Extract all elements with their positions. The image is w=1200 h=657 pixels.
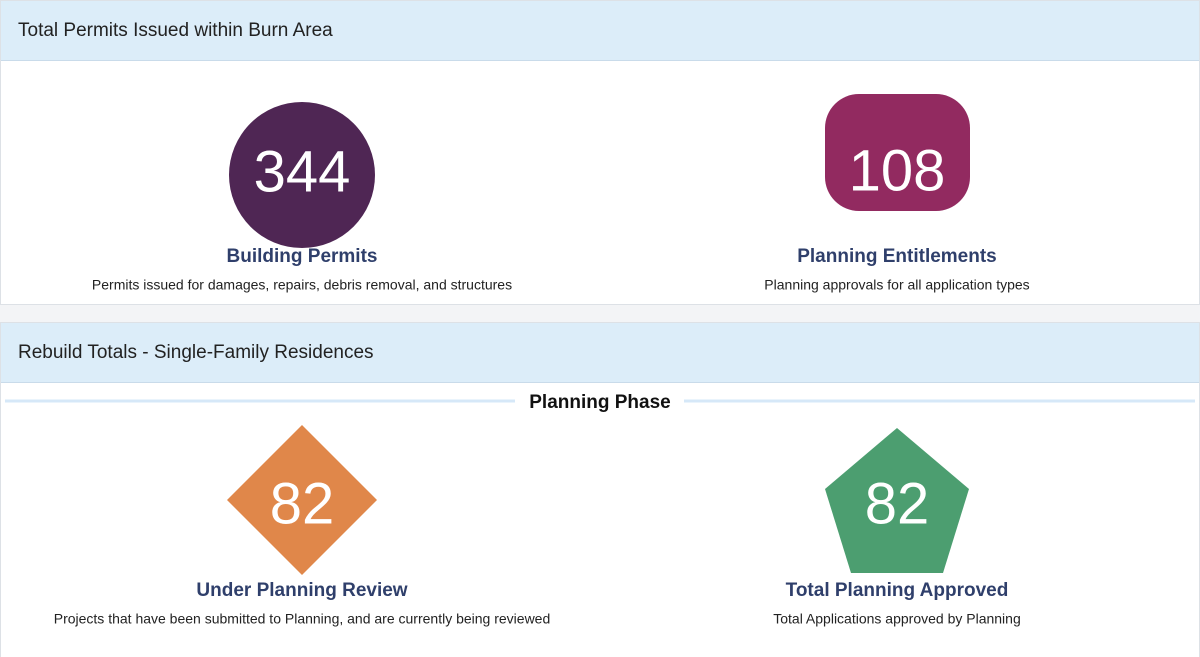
stat-description: Permits issued for damages, repairs, deb… [92,277,512,293]
panel-header [1,1,1199,60]
stat-label: Total Planning Approved [786,580,1009,601]
section-title: Planning Phase [529,392,670,413]
stat-value: 344 [254,139,351,204]
stat-value: 82 [865,471,930,536]
stat-rounded-square [825,94,970,211]
stat-description: Total Applications approved by Planning [773,611,1021,627]
stat-description: Planning approvals for all application t… [764,277,1029,293]
stat-pentagon [825,428,969,573]
stat-value: 108 [849,138,946,203]
stat-description: Projects that have been submitted to Pla… [54,611,551,627]
stat-value: 82 [270,471,335,536]
stat-label: Building Permits [227,246,378,267]
stat-label: Planning Entitlements [797,246,997,267]
stat-circle [229,102,375,248]
panel-title: Rebuild Totals - Single-Family Residence… [18,342,374,363]
panel-header [1,323,1199,382]
stat-label: Under Planning Review [196,580,407,601]
stat-diamond [227,425,377,575]
panel-title: Total Permits Issued within Burn Area [18,20,333,41]
